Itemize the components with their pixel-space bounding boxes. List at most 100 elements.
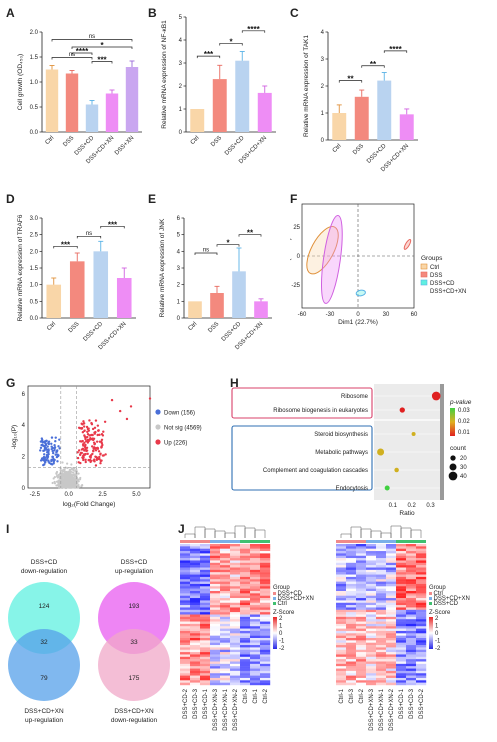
heatmap-cell bbox=[200, 548, 211, 552]
heatmap-cell bbox=[220, 673, 231, 676]
heatmap-cell bbox=[356, 609, 367, 613]
heatmap-cell bbox=[396, 567, 407, 571]
heatmap-cell bbox=[200, 581, 211, 585]
heatmap-cell bbox=[230, 562, 241, 566]
heatmap-cell bbox=[386, 654, 397, 657]
significance-label: **** bbox=[389, 45, 402, 54]
heatmap-cell bbox=[416, 591, 427, 594]
heatmap-cell bbox=[190, 670, 201, 674]
heatmap-cell bbox=[250, 605, 261, 608]
y-axis-label: Dim (13.3%) bbox=[290, 238, 292, 274]
heatmap-cell bbox=[190, 673, 201, 676]
heatmap-cell bbox=[336, 574, 347, 578]
heatmap-cell bbox=[250, 623, 261, 627]
heatmap-cell bbox=[396, 652, 407, 655]
heatmap-cell bbox=[336, 588, 347, 592]
column-label: DSS+CD-3 bbox=[409, 688, 415, 719]
heatmap-cell bbox=[356, 616, 367, 620]
heatmap-cell bbox=[386, 621, 397, 625]
heatmap-cell bbox=[190, 558, 201, 561]
plot-background bbox=[374, 384, 440, 500]
heatmap-cell bbox=[336, 607, 347, 610]
point-down bbox=[44, 460, 47, 463]
heatmap-cell bbox=[356, 605, 367, 608]
point-up bbox=[85, 449, 88, 453]
point-down bbox=[50, 436, 54, 439]
heatmap-cell bbox=[190, 595, 201, 599]
heatmap-cell bbox=[240, 576, 251, 580]
point-up bbox=[80, 426, 84, 430]
heatmap-cell bbox=[416, 558, 427, 561]
heatmap-cell bbox=[240, 652, 251, 655]
heatmap-cell bbox=[210, 548, 221, 552]
heatmap-cell bbox=[396, 605, 407, 608]
heatmap-cell bbox=[250, 546, 261, 549]
point-not-sig bbox=[55, 470, 59, 474]
heatmap-cell bbox=[180, 645, 191, 648]
heatmap-cell bbox=[230, 628, 241, 632]
heatmap-cell bbox=[416, 588, 427, 592]
heatmap-cell bbox=[406, 544, 417, 547]
heatmap-cell bbox=[406, 616, 417, 620]
heatmap-cell bbox=[366, 562, 377, 566]
heatmap-cell bbox=[200, 630, 211, 634]
heatmap-cell bbox=[346, 579, 357, 582]
point-up bbox=[84, 458, 87, 462]
heatmap-cell bbox=[336, 598, 347, 601]
heatmap-cell bbox=[190, 626, 201, 629]
heatmap-cell bbox=[376, 567, 387, 571]
heatmap-cell bbox=[240, 605, 251, 608]
venn-diagrams: DSS+CDdown-regulation1243279DSS+CD+XNup-… bbox=[8, 559, 170, 724]
legend-label: Up (226) bbox=[164, 441, 187, 447]
pathway-label: Complement and coagulation cascades bbox=[263, 468, 368, 474]
heatmap-cell bbox=[260, 605, 271, 608]
heatmap-cell bbox=[180, 600, 191, 603]
point-up bbox=[96, 447, 100, 450]
legend-dot bbox=[155, 424, 161, 430]
point-up bbox=[80, 440, 83, 443]
legend-dot bbox=[155, 439, 161, 445]
heatmap-cell bbox=[230, 583, 241, 587]
y-tick-label: 3.0 bbox=[30, 216, 39, 222]
y-tick-label: 3 bbox=[177, 266, 181, 272]
heatmap-cell bbox=[190, 659, 201, 662]
heatmap-cell bbox=[406, 605, 417, 608]
heatmap-cell bbox=[260, 659, 271, 662]
point-not-sig bbox=[71, 474, 74, 478]
heatmap-cell bbox=[230, 668, 241, 672]
point-up bbox=[100, 438, 104, 441]
point-not-sig bbox=[70, 473, 73, 476]
heatmap-cell bbox=[190, 605, 201, 608]
heatmap-cell bbox=[396, 544, 407, 547]
significance-label: *** bbox=[61, 240, 71, 249]
point-up bbox=[98, 433, 101, 437]
heatmap-cell bbox=[366, 595, 377, 599]
heatmap-cell bbox=[240, 598, 251, 601]
heatmap-cell bbox=[346, 591, 357, 594]
heatmap-cell bbox=[386, 574, 397, 578]
heatmap-cell bbox=[180, 595, 191, 599]
heatmap-cell bbox=[180, 546, 191, 549]
heatmap-cell bbox=[210, 619, 221, 622]
heatmap-cell bbox=[190, 574, 201, 578]
heatmap-cell bbox=[336, 551, 347, 554]
heatmap-cell bbox=[346, 649, 357, 653]
heatmap-cell bbox=[220, 642, 231, 646]
significance-bracket bbox=[53, 245, 78, 249]
heatmap-cell bbox=[230, 673, 241, 676]
heatmap-cell bbox=[220, 633, 231, 636]
column-label: DSS+CD-2 bbox=[183, 688, 189, 719]
heatmap-cell bbox=[220, 656, 231, 660]
heatmap-cell bbox=[386, 649, 397, 653]
group-annotation-cell bbox=[190, 540, 200, 543]
heatmap-cell bbox=[376, 680, 387, 683]
heatmap-cell bbox=[240, 656, 251, 660]
y-tick-label: 2.0 bbox=[30, 30, 39, 36]
group-legend-title: Group bbox=[429, 585, 446, 591]
size-legend-dot bbox=[448, 471, 458, 481]
facet-strip bbox=[440, 384, 444, 500]
heatmap-cell bbox=[376, 633, 387, 636]
heatmap-cell bbox=[180, 647, 191, 650]
heatmap-cell bbox=[356, 588, 367, 592]
group-annotation-cell bbox=[376, 540, 386, 543]
